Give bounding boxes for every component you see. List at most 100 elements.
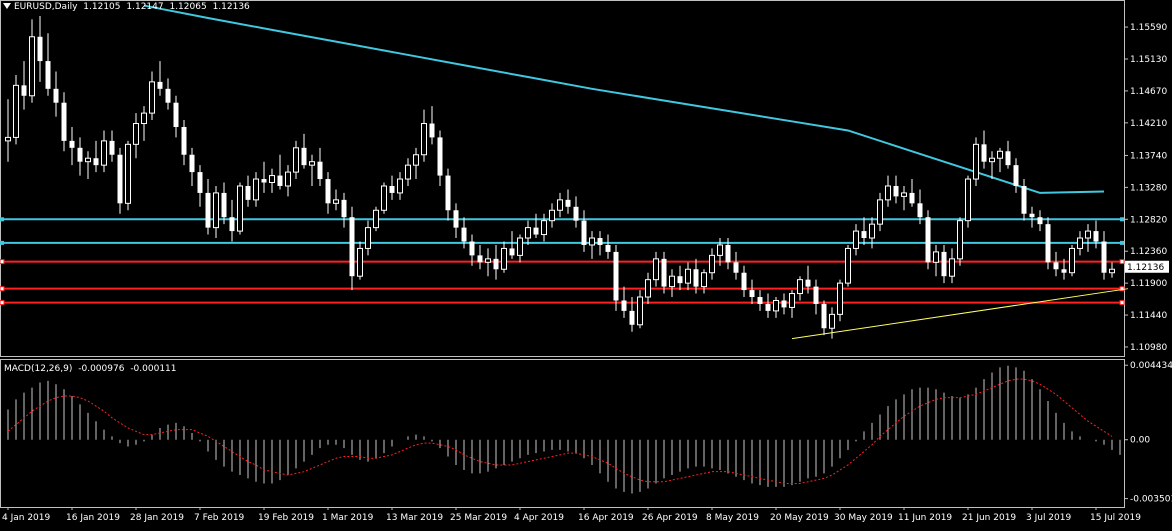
candle-bear — [981, 144, 987, 162]
date-label: 8 May 2019 — [706, 513, 759, 523]
candle-bull — [413, 154, 419, 166]
candle-bull — [869, 223, 875, 239]
candle-bull — [421, 123, 427, 156]
candle-bear — [469, 241, 475, 256]
candle-bull — [797, 279, 803, 295]
candle-bear — [37, 36, 43, 62]
candle-bear — [677, 276, 683, 284]
red-level-marker — [1119, 286, 1125, 292]
candle-bear — [69, 140, 75, 148]
candle-bear — [261, 179, 267, 183]
candle-bull — [541, 220, 547, 236]
price-tick-label: 1.12820 — [1130, 215, 1167, 225]
candle-bear — [1029, 213, 1035, 218]
candle-bear — [453, 210, 459, 228]
candle-bear — [157, 81, 163, 89]
candle-bear — [1101, 241, 1107, 273]
candle-bear — [1037, 217, 1043, 225]
candle-bull — [373, 209, 379, 229]
date-label: 16 Jan 2019 — [66, 513, 120, 523]
candle-bear — [757, 297, 763, 304]
date-label: 30 May 2019 — [834, 513, 893, 523]
candle-bear — [581, 220, 587, 245]
date-label: 28 Jan 2019 — [130, 513, 184, 523]
candle-bull — [789, 293, 795, 308]
candle-bear — [725, 244, 731, 263]
candle-bull — [1085, 230, 1091, 239]
candle-bear — [741, 272, 747, 291]
candle-bear — [941, 251, 947, 277]
candle-bear — [765, 303, 771, 311]
candle-bull — [501, 247, 507, 270]
date-label: 4 Apr 2019 — [514, 513, 564, 523]
red-level-marker — [0, 259, 5, 265]
candle-bear — [661, 258, 667, 287]
macd-tick-label: 0.00 — [1130, 436, 1150, 446]
candle-bear — [533, 227, 539, 235]
macd-value-signal: -0.000111 — [130, 364, 177, 374]
candle-bull — [253, 178, 259, 201]
candle-bull — [877, 199, 883, 225]
candle-bull — [517, 237, 523, 256]
macd-label: MACD(12,26,9) — [4, 364, 73, 374]
candle-bull — [701, 272, 707, 288]
close-value: 1.12136 — [212, 2, 250, 12]
date-label: 3 Jul 2019 — [1026, 513, 1071, 523]
candle-bear — [445, 175, 451, 211]
candle-bull — [949, 258, 955, 277]
candle-bear — [1005, 151, 1011, 166]
open-value: 1.12105 — [83, 2, 121, 12]
red-level-marker — [1119, 259, 1125, 265]
candle-bear — [749, 290, 755, 298]
macd-header: MACD(12,26,9) -0.000976 -0.000111 — [4, 364, 180, 374]
candle-bear — [61, 102, 67, 141]
candle-bear — [1061, 269, 1067, 273]
cyan-level-marker — [1120, 217, 1124, 222]
candle-bull — [5, 136, 11, 142]
candle-bear — [205, 192, 211, 228]
candle-bear — [45, 61, 51, 89]
candle-bear — [781, 300, 787, 308]
candle-bull — [557, 199, 563, 211]
candle-bull — [885, 185, 891, 201]
candle-bull — [973, 143, 979, 180]
red-level-marker — [0, 286, 5, 292]
symbol-label: EURUSD,Daily — [14, 2, 78, 12]
candle-bear — [605, 244, 611, 252]
price-tick-label: 1.12360 — [1130, 247, 1167, 257]
date-label: 16 Apr 2019 — [578, 513, 634, 523]
candle-bull — [213, 192, 219, 229]
candle-bear — [349, 217, 355, 277]
support-trendline — [791, 288, 1129, 340]
candle-bull — [397, 178, 403, 194]
candle-bull — [853, 230, 859, 249]
candle-bull — [837, 282, 843, 315]
candle-bear — [1045, 224, 1051, 263]
price-tick-label: 1.13280 — [1130, 183, 1167, 193]
price-tick-label: 1.14670 — [1130, 87, 1167, 97]
date-label: 7 Feb 2019 — [194, 513, 245, 523]
candle-bull — [381, 185, 387, 211]
date-label: 19 Feb 2019 — [258, 513, 314, 523]
date-label: 20 May 2019 — [770, 513, 829, 523]
symbol-dropdown-icon[interactable] — [3, 3, 11, 9]
candle-bear — [301, 147, 307, 166]
current-price-label: 1.12136 — [1127, 263, 1164, 273]
candle-bull — [685, 268, 691, 284]
candle-bull — [1109, 268, 1115, 274]
candle-bull — [989, 157, 995, 163]
candle-bull — [365, 227, 371, 249]
candle-bear — [565, 199, 571, 207]
macd-panel-border — [0, 359, 1125, 508]
candle-bear — [621, 300, 627, 311]
candle-bull — [645, 279, 651, 298]
candle-bear — [925, 217, 931, 263]
candle-bull — [1069, 247, 1075, 274]
candle-bear — [245, 185, 251, 200]
candle-bear — [437, 137, 443, 176]
chart-header: EURUSD,Daily 1.12105 1.12147 1.12065 1.1… — [14, 2, 253, 12]
candle-bear — [805, 279, 811, 287]
candle-bull — [653, 258, 659, 281]
candle-bear — [597, 238, 603, 245]
